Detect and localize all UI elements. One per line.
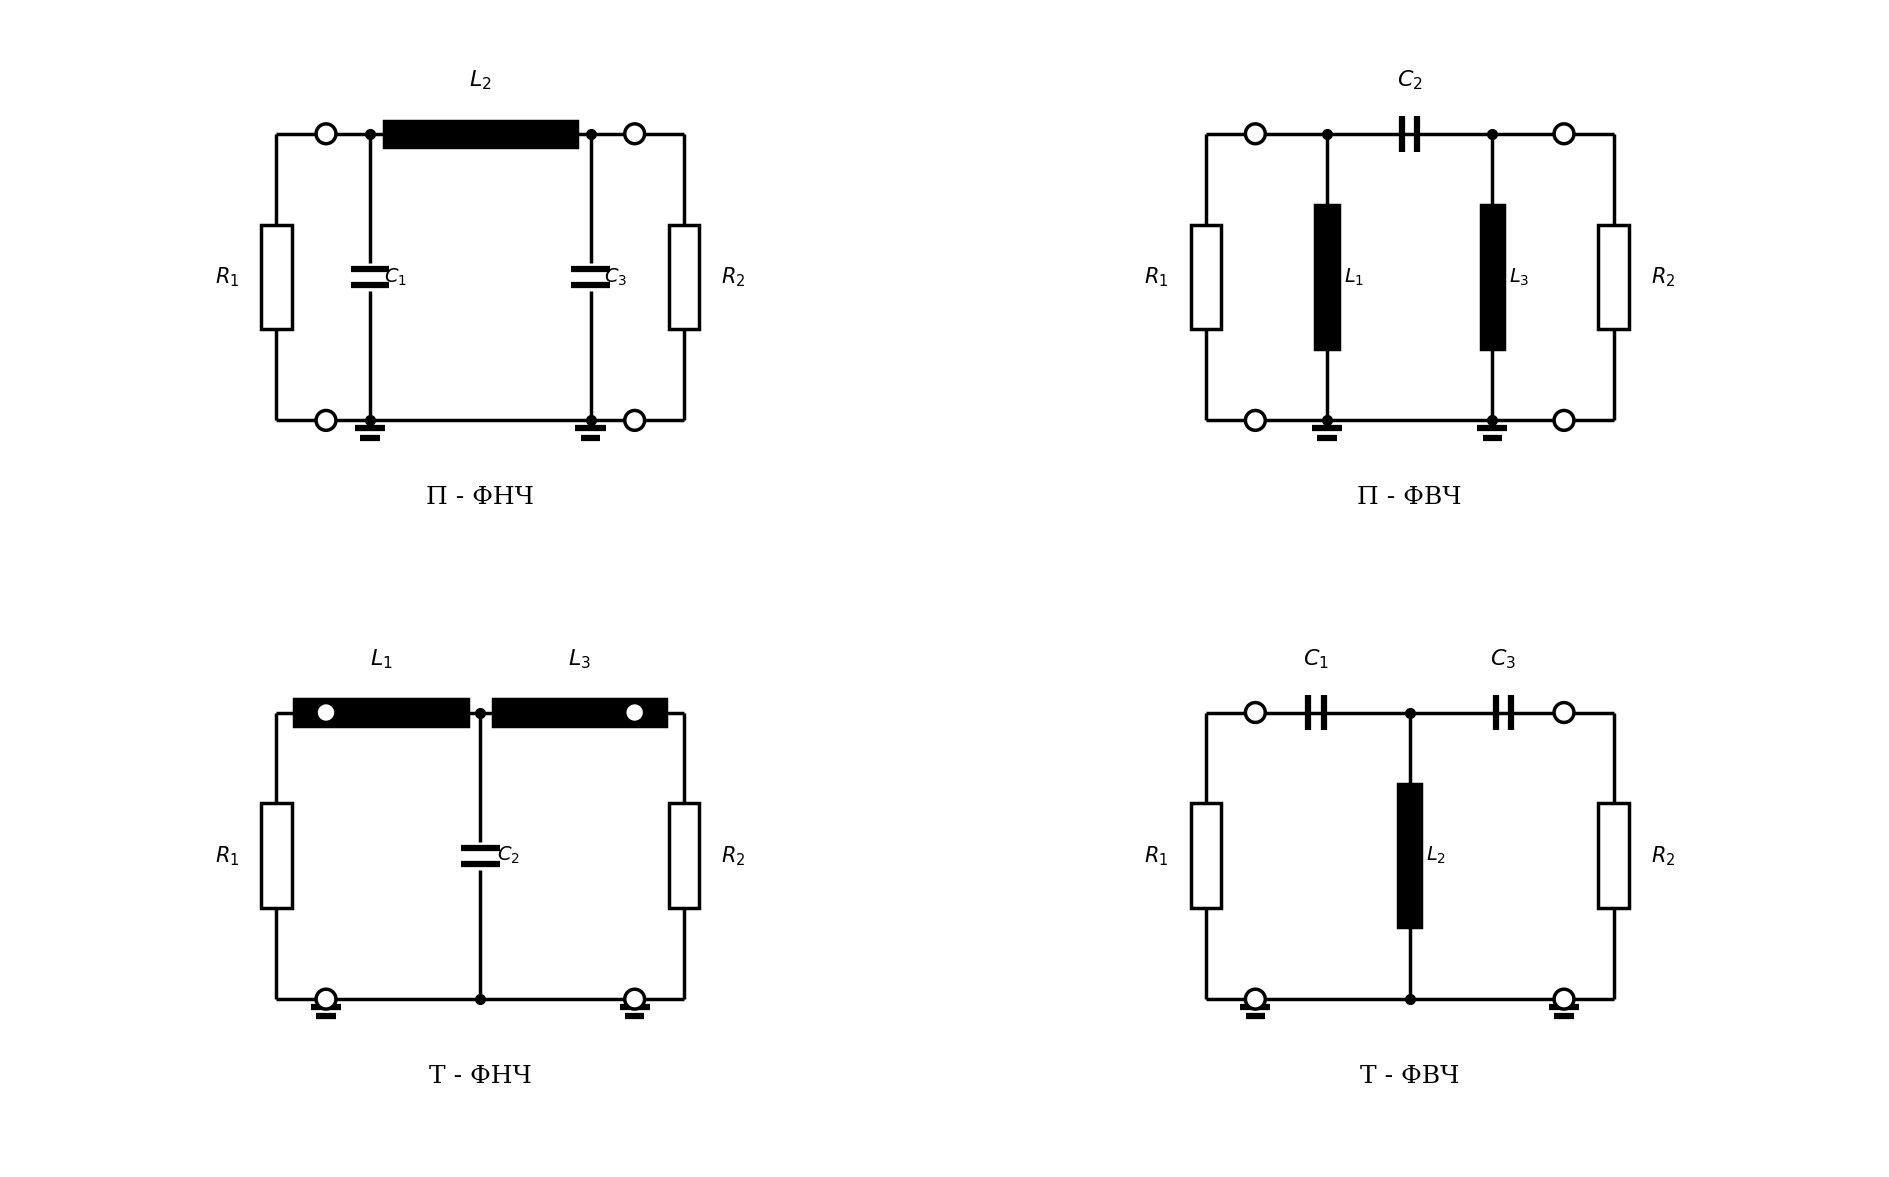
Bar xyxy=(383,120,576,147)
Text: $C_1$: $C_1$ xyxy=(383,266,406,287)
Text: $L_1$: $L_1$ xyxy=(1343,266,1364,287)
Circle shape xyxy=(625,411,644,431)
Text: Т - ФНЧ: Т - ФНЧ xyxy=(429,1065,531,1088)
Circle shape xyxy=(1245,989,1264,1009)
Text: Т - ФВЧ: Т - ФВЧ xyxy=(1360,1065,1458,1088)
Bar xyxy=(295,699,468,726)
Text: $R_2$: $R_2$ xyxy=(722,844,746,867)
Text: $L_1$: $L_1$ xyxy=(370,647,393,671)
Circle shape xyxy=(1553,703,1574,723)
Circle shape xyxy=(1245,703,1264,723)
Bar xyxy=(493,699,667,726)
Text: $L_3$: $L_3$ xyxy=(1507,266,1528,287)
Bar xyxy=(1598,804,1628,909)
Text: $C_1$: $C_1$ xyxy=(1302,647,1328,671)
Text: $L_2$: $L_2$ xyxy=(468,68,491,93)
Circle shape xyxy=(315,411,336,431)
Text: $R_2$: $R_2$ xyxy=(1649,265,1674,288)
Text: $C_2$: $C_2$ xyxy=(497,845,519,866)
Text: П - ФНЧ: П - ФНЧ xyxy=(427,486,535,510)
Circle shape xyxy=(1245,411,1264,431)
Bar xyxy=(1315,206,1337,348)
Bar xyxy=(261,804,291,909)
Bar xyxy=(1190,225,1220,330)
Text: $R_2$: $R_2$ xyxy=(722,265,746,288)
Circle shape xyxy=(315,703,336,723)
Circle shape xyxy=(1553,124,1574,144)
Circle shape xyxy=(1245,124,1264,144)
Text: $C_2$: $C_2$ xyxy=(1396,68,1422,93)
Bar xyxy=(1598,225,1628,330)
Text: $L_2$: $L_2$ xyxy=(1426,845,1445,866)
Bar xyxy=(1190,804,1220,909)
Text: $L_3$: $L_3$ xyxy=(569,647,591,671)
Bar xyxy=(669,804,699,909)
Text: $R_1$: $R_1$ xyxy=(215,844,240,867)
Text: $R_2$: $R_2$ xyxy=(1649,844,1674,867)
Text: П - ФВЧ: П - ФВЧ xyxy=(1356,486,1460,510)
Text: $R_1$: $R_1$ xyxy=(1143,265,1167,288)
Circle shape xyxy=(315,124,336,144)
Circle shape xyxy=(1553,411,1574,431)
Bar xyxy=(1479,206,1504,348)
Text: $R_1$: $R_1$ xyxy=(1143,844,1167,867)
Bar xyxy=(669,225,699,330)
Circle shape xyxy=(625,703,644,723)
Circle shape xyxy=(1553,989,1574,1009)
Bar xyxy=(1398,784,1421,927)
Text: $C_3$: $C_3$ xyxy=(1490,647,1515,671)
Bar xyxy=(261,225,291,330)
Circle shape xyxy=(625,124,644,144)
Text: $C_3$: $C_3$ xyxy=(604,266,627,287)
Circle shape xyxy=(315,989,336,1009)
Text: $R_1$: $R_1$ xyxy=(215,265,240,288)
Circle shape xyxy=(625,989,644,1009)
